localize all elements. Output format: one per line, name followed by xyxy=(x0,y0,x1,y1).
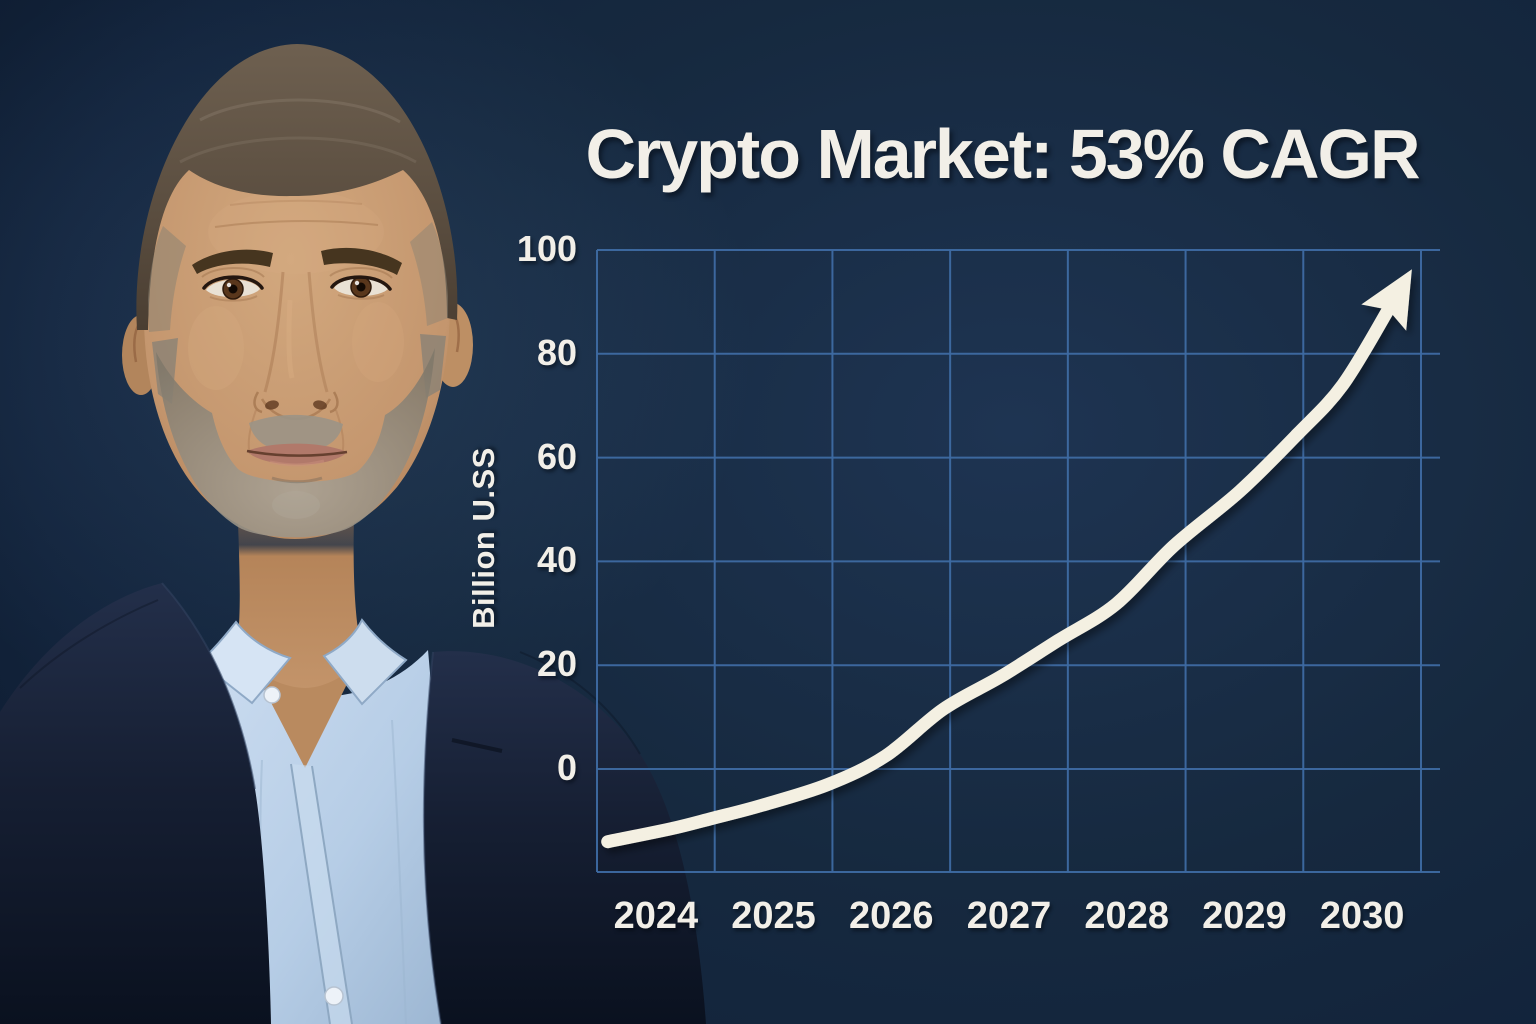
eye-right xyxy=(329,267,393,300)
x-tick-label: 2029 xyxy=(1202,895,1287,937)
chart-title: Crypto Market: 53% CAGR xyxy=(585,115,1420,193)
growth-curve xyxy=(601,303,1395,849)
growth-arrow xyxy=(601,269,1412,849)
y-tick-label: 100 xyxy=(516,228,577,269)
y-tick-label: 60 xyxy=(536,435,577,477)
shirt-button xyxy=(324,986,344,1006)
x-tick-label: 2027 xyxy=(966,895,1052,937)
x-tick-label: 2028 xyxy=(1084,895,1169,937)
x-tick-label: 2026 xyxy=(849,895,934,937)
y-tick-label: 80 xyxy=(536,331,577,373)
portrait-photo xyxy=(0,44,706,1024)
eyebrow-right xyxy=(321,247,402,275)
portrait-chest xyxy=(252,662,358,768)
y-tick-label: 40 xyxy=(536,539,577,581)
portrait-beard xyxy=(156,348,435,538)
mouth xyxy=(246,443,348,484)
jacket-pocket xyxy=(451,738,503,753)
grid xyxy=(596,249,1440,873)
portrait-head xyxy=(122,44,473,539)
eye-left xyxy=(201,267,265,302)
portrait-face xyxy=(143,88,451,539)
x-tick-label: 2030 xyxy=(1319,895,1405,937)
nose xyxy=(253,271,339,421)
y-axis-label: Billion U.SS xyxy=(466,447,501,629)
y-tick-label: 0 xyxy=(556,747,577,788)
shirt-button xyxy=(263,686,281,704)
x-tick-label: 2024 xyxy=(613,895,699,937)
eyebrow-left xyxy=(192,249,273,274)
x-tick-label: 2025 xyxy=(731,895,816,937)
portrait-placket xyxy=(290,763,353,1024)
portrait-suit xyxy=(0,582,706,1024)
portrait-collar xyxy=(198,618,408,706)
y-tick-label: 20 xyxy=(536,643,577,685)
arrowhead xyxy=(1361,269,1412,331)
